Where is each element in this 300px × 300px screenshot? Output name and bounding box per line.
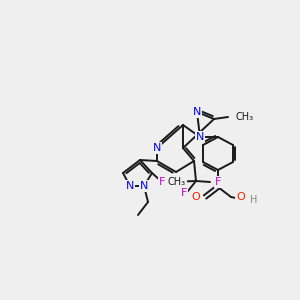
- Text: N: N: [193, 107, 201, 117]
- Text: F: F: [159, 177, 165, 187]
- Text: N: N: [153, 143, 161, 153]
- Text: CH₃: CH₃: [168, 177, 186, 187]
- Text: F: F: [215, 177, 221, 187]
- Text: N: N: [140, 181, 148, 191]
- Text: H: H: [250, 195, 257, 205]
- Text: N: N: [196, 132, 204, 142]
- Text: N: N: [126, 181, 134, 191]
- Text: F: F: [181, 188, 187, 198]
- Text: O: O: [236, 192, 245, 202]
- Text: CH₃: CH₃: [235, 112, 253, 122]
- Text: O: O: [191, 192, 200, 202]
